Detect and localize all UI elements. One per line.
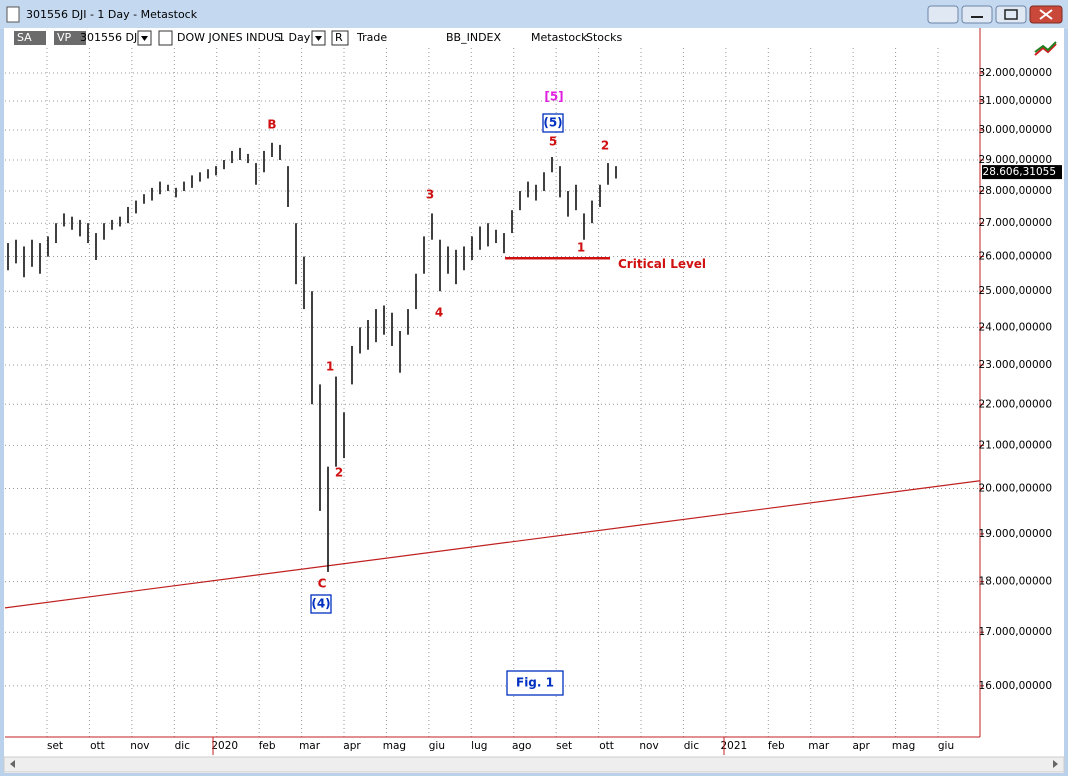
trendline [4,480,981,609]
wave-label: (5) [543,116,562,130]
y-tick-label: 21.000,00000 [979,439,1052,451]
y-tick-label: 29.000,00000 [979,154,1052,166]
y-tick-label: 26.000,00000 [979,251,1052,263]
dropdown-box [158,30,173,46]
dropdown-arrow [315,36,322,41]
wave-label: B [267,118,276,132]
x-tick-label: 2020 [211,740,238,752]
annotation-box [310,594,332,614]
scroll-bar[interactable] [3,756,1065,773]
critical-level-label: Critical Level [618,257,706,271]
toolbar-button[interactable] [14,31,46,45]
toolbar-item: Trade [356,31,387,44]
x-tick-label: ott [90,740,105,752]
x-tick-label: nov [130,740,149,752]
wave-label: [5] [544,90,563,104]
maximize-button[interactable] [995,5,1027,24]
close-glyph [1039,9,1053,20]
toolbar-button-label: VP [57,31,72,44]
toolbar-button[interactable] [54,31,86,45]
y-tick-label: 19.000,00000 [979,528,1052,540]
x-tick-label: feb [768,740,785,752]
y-tick-label: 27.000,00000 [979,217,1052,229]
y-tick-label: 24.000,00000 [979,321,1052,333]
y-tick-label: 25.000,00000 [979,285,1052,297]
title-bar [0,0,1068,29]
wave-label: 1 [326,360,334,374]
chart-icon [1034,43,1057,56]
toolbar-item: Metastock [531,31,588,44]
window-title: 301556 DJI - 1 Day - Metastock [26,8,198,21]
x-tick-label: mar [299,740,321,752]
restore-all-button[interactable] [927,5,959,24]
y-tick-label: 30.000,00000 [979,124,1052,136]
toolbar-item: 301556 DJI [80,31,140,44]
wave-label: 5 [549,135,557,149]
toolbar-item: Stocks [586,31,622,44]
x-tick-label: mar [808,740,830,752]
last-price-box [982,165,1062,180]
x-tick-label: ott [599,740,614,752]
y-tick-label: 18.000,00000 [979,576,1052,588]
chart-icon-2 [1034,41,1057,53]
app-icon [6,6,20,23]
wave-label: Fig. 1 [516,676,554,690]
x-tick-label: giu [938,740,954,752]
x-tick-label: nov [639,740,658,752]
toolbar-item: R [335,31,343,44]
y-tick-label: 23.000,00000 [979,359,1052,371]
x-tick-label: 2021 [721,740,748,752]
x-tick-label: mag [892,740,915,752]
chart-area [4,28,1064,773]
wave-label: 4 [435,306,443,320]
y-tick-label: 22.000,00000 [979,398,1052,410]
scroll-left[interactable] [10,760,15,768]
wave-label: C [318,577,327,591]
x-tick-label: apr [852,740,870,752]
dropdown-box [331,30,349,46]
y-tick-label: 17.000,00000 [979,626,1052,638]
y-tick-label: 16.000,00000 [979,680,1052,692]
wave-label: 3 [426,188,434,202]
annotation-box [506,670,564,696]
x-tick-label: apr [343,740,361,752]
wave-label: 2 [601,139,609,153]
wave-label: 1 [577,241,585,255]
toolbar-button-label: SA [17,31,32,44]
x-tick-label: feb [259,740,276,752]
x-tick-label: mag [383,740,406,752]
x-tick-label: giu [429,740,445,752]
y-tick-label: 20.000,00000 [979,483,1052,495]
y-tick-label: 28.000,00000 [979,185,1052,197]
scroll-right[interactable] [1053,760,1058,768]
y-tick-label: 31.000,00000 [979,95,1052,107]
x-tick-label: lug [471,740,487,752]
x-tick-label: set [47,740,63,752]
x-tick-label: dic [175,740,191,752]
toolbar-item: 1 Day [278,31,311,44]
y-tick-label: 32.000,00000 [979,67,1052,79]
last-price-label: 28.606,31055 [983,166,1056,178]
x-tick-label: ago [512,740,532,752]
wave-label: (4) [311,597,330,611]
wave-label: 2 [335,466,343,480]
minimize-button[interactable] [961,5,993,24]
x-tick-label: dic [684,740,700,752]
toolbar-item: BB_INDEX [446,31,501,44]
annotation-box [542,113,564,133]
toolbar-item: DOW JONES INDUS [177,31,281,44]
dropdown-arrow [141,36,148,41]
x-tick-label: set [556,740,572,752]
maximize-glyph [1004,9,1018,20]
plot: set ott nov dic 2020 feb mar apr mag giu lug ago set… [4,28,1062,755]
